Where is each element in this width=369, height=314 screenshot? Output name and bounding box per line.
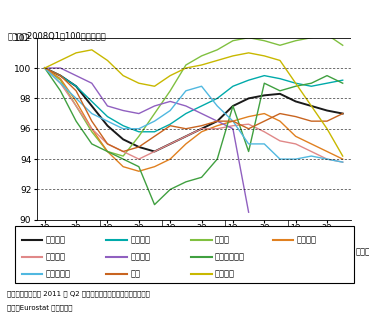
Text: スペイン: スペイン xyxy=(45,253,65,262)
FancyBboxPatch shape xyxy=(15,226,354,283)
Text: （年期）: （年期） xyxy=(355,247,369,256)
Text: 2010: 2010 xyxy=(175,247,196,256)
Text: 2011: 2011 xyxy=(238,247,259,256)
Text: 2012: 2012 xyxy=(301,247,322,256)
Text: （指数、2008Q1＝100、季調済）: （指数、2008Q1＝100、季調済） xyxy=(7,31,106,41)
Text: イタリア: イタリア xyxy=(297,236,317,245)
Text: 2008: 2008 xyxy=(50,247,71,256)
Text: フランス: フランス xyxy=(130,236,150,245)
Text: 2009: 2009 xyxy=(113,247,134,256)
Text: 備考：ギリシャは 2011 年 Q2 以降、季節調整後の数値が未公表。: 備考：ギリシャは 2011 年 Q2 以降、季節調整後の数値が未公表。 xyxy=(7,290,150,297)
Text: アイルランド: アイルランド xyxy=(215,253,245,262)
Text: 英国: 英国 xyxy=(130,270,140,279)
Text: キプロス: キプロス xyxy=(215,270,235,279)
Text: 資料：Eurostat から作成。: 資料：Eurostat から作成。 xyxy=(7,305,73,311)
Text: ドイツ: ドイツ xyxy=(215,236,230,245)
Text: ユーロ圈: ユーロ圈 xyxy=(45,236,65,245)
Text: ポルトガル: ポルトガル xyxy=(45,270,70,279)
Text: ギリシャ: ギリシャ xyxy=(130,253,150,262)
